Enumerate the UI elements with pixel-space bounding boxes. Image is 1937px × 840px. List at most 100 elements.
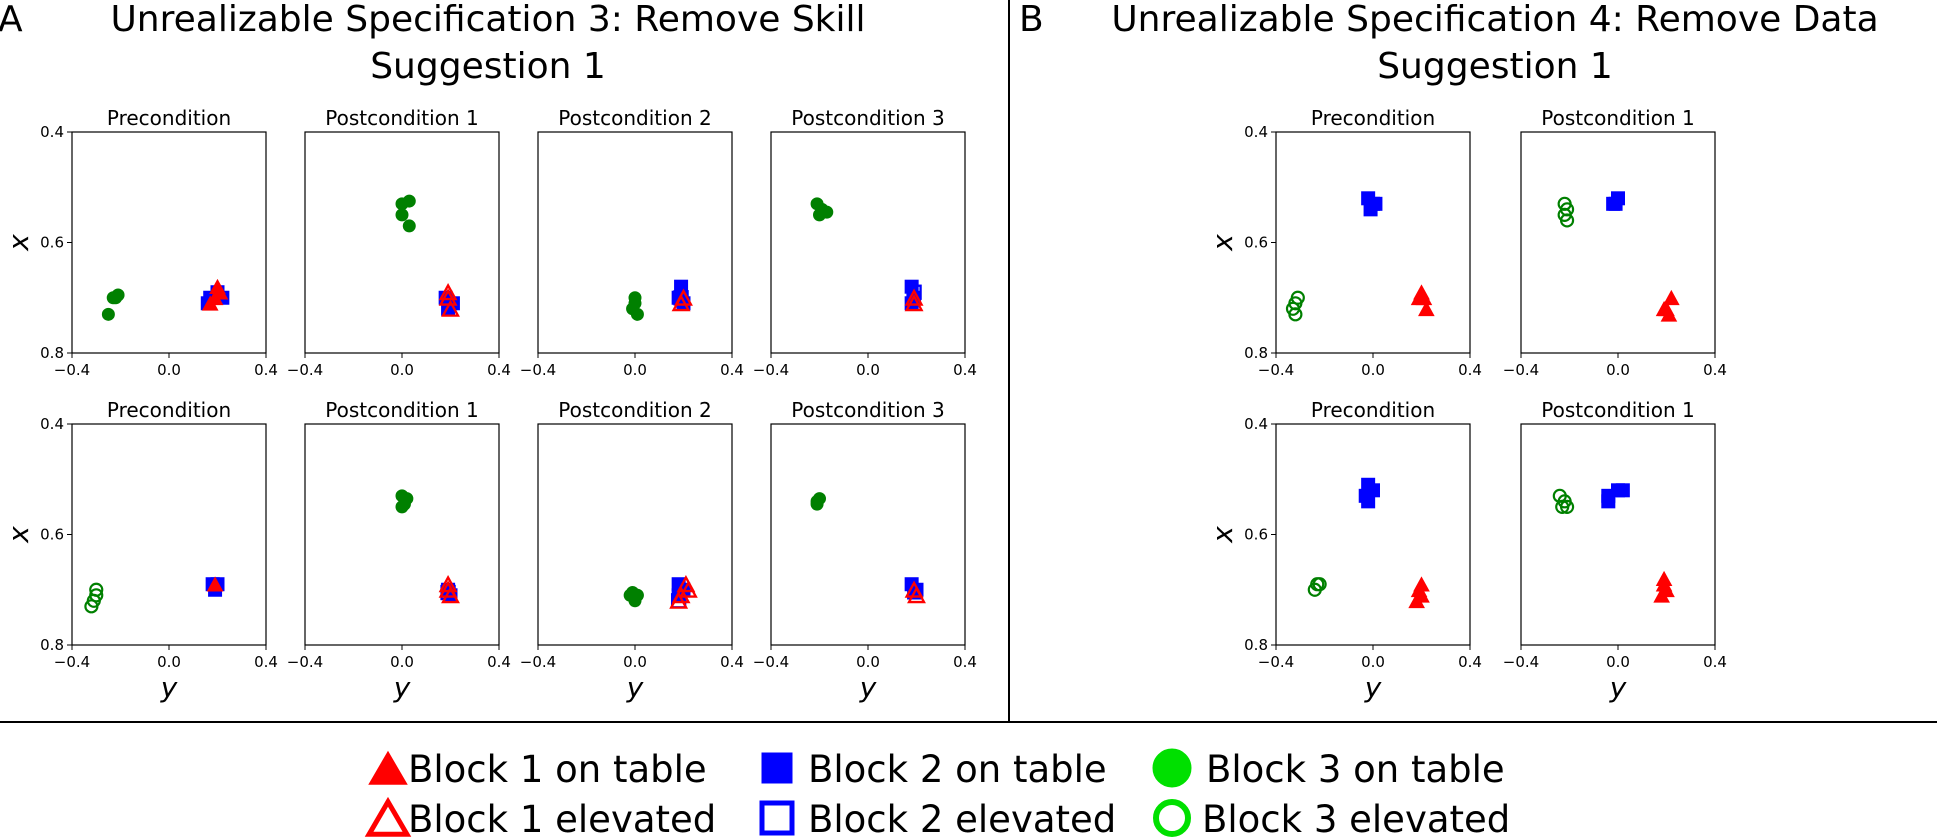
x-tick-label: 0.4 — [953, 653, 977, 671]
point-block3-table — [395, 208, 409, 222]
y-tick-label: 0.8 — [40, 636, 64, 654]
point-block3-elevated — [89, 582, 104, 597]
axes-frame — [537, 423, 733, 646]
x-tick-label: −0.4 — [1503, 653, 1539, 671]
subplot-a-2-postcondition-1: Postcondition 1 −0.4 0.0 0.4 y — [287, 398, 511, 704]
legend-item-6: Block 3 elevated — [1153, 798, 1510, 840]
x-tick-label: 0.4 — [254, 653, 278, 671]
subplot-title: Precondition — [1311, 106, 1435, 130]
point-block3-elevated — [1310, 577, 1325, 592]
y-axis-label: x — [1206, 234, 1239, 252]
point-block1-elevated — [441, 299, 460, 317]
legend-label: Block 2 on table — [808, 748, 1107, 791]
subplot-b-1-precondition: Precondition −0.4 0.0 0.4 0.4 0.6 0.8 x — [1206, 106, 1482, 379]
x-tick-label: 0.0 — [623, 653, 647, 671]
axes-frame — [304, 423, 500, 646]
axes-frame — [770, 131, 966, 354]
point-block1-table — [201, 295, 219, 311]
legend-label: Block 2 elevated — [808, 798, 1116, 840]
x-tick-label: −0.4 — [1258, 653, 1294, 671]
subplot-a-2-postcondition-3: Postcondition 3 −0.4 0.0 0.4 y — [753, 398, 977, 704]
point-block1-elevated — [907, 586, 926, 604]
point-block1-elevated — [438, 282, 458, 301]
axes-frame — [1275, 131, 1471, 354]
x-axis-label: y — [1609, 671, 1627, 704]
subplot-title: Postcondition 3 — [791, 106, 944, 130]
x-tick-label: −0.4 — [753, 653, 789, 671]
y-tick-label: 0.8 — [1244, 344, 1268, 362]
x-tick-label: 0.0 — [856, 653, 880, 671]
point-block3-table — [402, 219, 416, 233]
x-tick-label: 0.0 — [390, 361, 414, 379]
subplot-b-2-precondition: Precondition −0.4 0.0 0.4 0.4 0.6 0.8 x y — [1206, 398, 1482, 704]
x-tick-label: 0.4 — [254, 361, 278, 379]
x-tick-label: 0.0 — [856, 361, 880, 379]
point-block1-elevated — [676, 574, 696, 593]
point-block3-elevated — [1559, 499, 1575, 514]
point-block3-table — [628, 296, 642, 310]
x-tick-label: −0.4 — [1503, 361, 1539, 379]
subplot-a-1-precondition: Precondition −0.4 0.0 0.4 0.4 0.6 0.8 x — [2, 106, 278, 379]
point-block1-table — [1418, 300, 1435, 317]
legend-item-2: Block 2 on table — [761, 748, 1107, 791]
point-block3-table — [810, 497, 824, 511]
x-tick-label: 0.4 — [487, 361, 511, 379]
x-tick-label: 0.4 — [1703, 653, 1727, 671]
point-block1-elevated — [904, 294, 924, 312]
point-block1-table — [209, 278, 226, 295]
x-tick-label: 0.0 — [157, 361, 181, 379]
x-axis-label: y — [626, 671, 644, 704]
point-block1-table — [1663, 289, 1680, 306]
y-axis-label: x — [2, 234, 35, 252]
x-axis-label: y — [160, 671, 178, 704]
axes-frame — [71, 423, 267, 646]
y-tick-label: 0.4 — [40, 415, 64, 433]
subplot-title: Postcondition 3 — [791, 398, 944, 422]
y-axis-label: x — [2, 526, 35, 544]
x-tick-label: 0.4 — [1458, 653, 1482, 671]
y-tick-label: 0.4 — [1244, 123, 1268, 141]
axes-frame — [304, 131, 500, 354]
x-tick-label: −0.4 — [1258, 361, 1294, 379]
legend-marker-square-open — [759, 800, 795, 836]
subplot-b-2-postcondition-1: Postcondition 1 −0.4 0.0 0.4 y — [1503, 398, 1727, 704]
x-tick-label: 0.0 — [1606, 361, 1630, 379]
point-block3-table — [402, 194, 416, 208]
x-tick-label: −0.4 — [520, 653, 556, 671]
x-tick-label: 0.0 — [1361, 361, 1385, 379]
y-tick-label: 0.6 — [1244, 526, 1268, 544]
legend-item-3: Block 3 on table — [1152, 748, 1505, 791]
panel-b-title-line1: Unrealizable Specification 4: Remove Dat… — [1111, 0, 1878, 40]
axes-frame — [1520, 423, 1716, 646]
axes-frame — [770, 423, 966, 646]
point-block1-elevated — [674, 288, 693, 306]
x-tick-label: −0.4 — [54, 361, 90, 379]
y-tick-label: 0.6 — [40, 234, 64, 252]
legend: Block 1 on table Block 2 on table Block 3 … — [364, 748, 1510, 840]
point-block1-table — [1653, 587, 1670, 603]
subplot-a-2-precondition: Precondition −0.4 0.0 0.4 0.4 0.6 0.8 x y — [2, 398, 278, 704]
subplot-title: Postcondition 1 — [325, 398, 478, 422]
point-block2-table — [1361, 494, 1376, 509]
y-tick-label: 0.8 — [1244, 636, 1268, 654]
subplot-a-1-postcondition-3: Postcondition 3 −0.4 0.0 0.4 — [753, 106, 977, 379]
x-tick-label: 0.0 — [1606, 653, 1630, 671]
plots-group: Precondition −0.4 0.0 0.4 0.4 0.6 0.8 x Postcond… — [2, 106, 1727, 704]
legend-marker-triangle-filled — [368, 750, 408, 785]
legend-item-1: Block 1 on table — [368, 748, 707, 791]
x-axis-label: y — [1364, 671, 1382, 704]
point-block3-table — [109, 291, 123, 305]
point-block3-table — [630, 307, 644, 321]
axes-frame — [1520, 131, 1716, 354]
x-tick-label: 0.4 — [720, 653, 744, 671]
x-axis-label: y — [859, 671, 877, 704]
subplot-title: Postcondition 1 — [1541, 398, 1694, 422]
x-tick-label: −0.4 — [287, 653, 323, 671]
point-block3-table — [397, 497, 411, 511]
x-tick-label: 0.0 — [390, 653, 414, 671]
point-block1-elevated — [904, 288, 924, 306]
point-block3-elevated — [1290, 290, 1305, 305]
x-tick-label: −0.4 — [753, 361, 789, 379]
point-block1-elevated — [669, 591, 689, 609]
y-tick-label: 0.8 — [40, 344, 64, 362]
